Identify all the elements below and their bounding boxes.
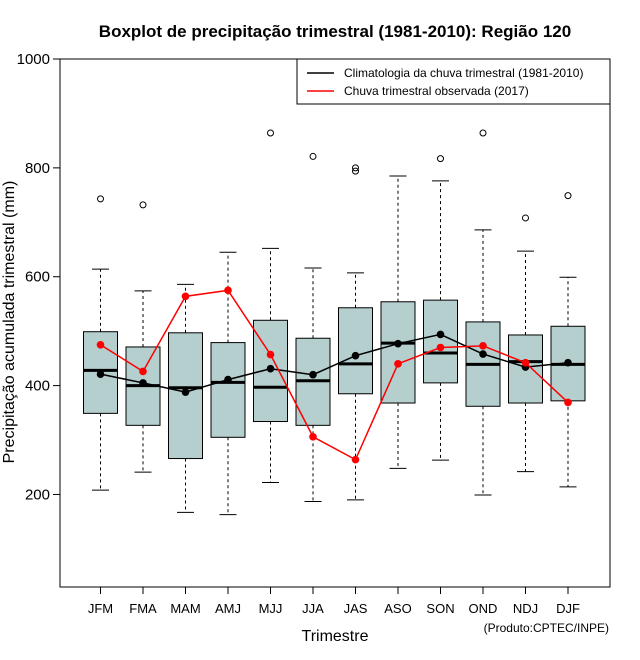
series-point bbox=[351, 351, 360, 360]
x-tick-label: JFM bbox=[88, 601, 113, 616]
y-tick-label: 800 bbox=[25, 160, 50, 177]
box-djf bbox=[550, 192, 586, 488]
box-jja bbox=[295, 152, 331, 503]
outlier-point bbox=[267, 129, 274, 137]
series-point bbox=[564, 358, 572, 367]
legend-label-climatology: Climatologia da chuva trimestral (1981-2… bbox=[344, 66, 583, 80]
chart-title: Boxplot de precipitação trimestral (1981… bbox=[99, 22, 571, 41]
box-fma bbox=[125, 201, 161, 473]
outlier-point bbox=[522, 214, 529, 222]
series-point bbox=[479, 350, 487, 358]
x-tick-label: DJF bbox=[556, 601, 580, 616]
credit-text: (Produto:CPTEC/INPE) bbox=[484, 621, 609, 635]
outlier-point bbox=[97, 195, 104, 203]
box-mam bbox=[168, 283, 203, 513]
x-tick-label: MJJ bbox=[259, 601, 283, 616]
series-line bbox=[100, 289, 569, 461]
x-tick-label: OND bbox=[469, 601, 498, 616]
x-tick-label: ASO bbox=[384, 601, 411, 616]
y-tick-label: 200 bbox=[25, 486, 50, 503]
box-ndj bbox=[508, 214, 543, 473]
y-tick-label: 400 bbox=[25, 378, 50, 395]
series-point bbox=[394, 360, 402, 368]
series-point bbox=[224, 286, 232, 295]
series-point bbox=[479, 342, 487, 350]
series-point bbox=[139, 367, 147, 376]
series-point bbox=[181, 292, 190, 301]
x-tick-label: JJA bbox=[302, 601, 324, 616]
x-tick-label: NDJ bbox=[513, 601, 538, 616]
series-observed bbox=[96, 286, 572, 464]
box-son bbox=[423, 155, 458, 461]
series-point bbox=[224, 375, 232, 384]
box-ond bbox=[465, 129, 501, 496]
outlier-point bbox=[437, 155, 444, 163]
plot-frame bbox=[59, 58, 611, 588]
y-tick-label: 600 bbox=[25, 269, 50, 286]
legend: Climatologia da chuva trimestral (1981-2… bbox=[296, 58, 611, 105]
series-point bbox=[266, 350, 275, 359]
series-climatology bbox=[96, 330, 572, 396]
box-mjj bbox=[253, 129, 288, 483]
series-point bbox=[139, 379, 147, 387]
y-axis: 200 400 600 800 1000 bbox=[17, 51, 60, 503]
series-point bbox=[181, 388, 190, 396]
y-axis-label: Precipitação acumulada trimestral (mm) bbox=[1, 181, 18, 464]
x-tick-label: FMA bbox=[129, 601, 157, 616]
series-point bbox=[521, 358, 530, 367]
series-point bbox=[436, 343, 445, 352]
x-axis: JFM FMA MAM AMJ MJJ JJA JAS ASO SON OND NDJ DJF bbox=[88, 587, 580, 616]
outlier-point bbox=[352, 167, 359, 175]
x-tick-label: SON bbox=[426, 601, 454, 616]
series-point bbox=[394, 339, 402, 348]
x-tick-label: JAS bbox=[344, 601, 368, 616]
outlier-point bbox=[564, 192, 572, 200]
outlier-point bbox=[309, 152, 317, 160]
outlier-point bbox=[479, 129, 487, 137]
box-iqr bbox=[210, 342, 246, 438]
series-point bbox=[436, 330, 445, 339]
box-aso bbox=[380, 175, 416, 469]
series-point bbox=[309, 370, 317, 379]
legend-label-observed: Chuva trimestral observada (2017) bbox=[344, 84, 529, 98]
series-lines-group bbox=[96, 286, 572, 464]
boxes-group bbox=[83, 129, 586, 516]
series-point bbox=[266, 364, 275, 373]
series-point bbox=[96, 370, 105, 378]
x-axis-label: Trimestre bbox=[302, 628, 369, 645]
outlier-point bbox=[139, 201, 147, 209]
outlier-point bbox=[352, 164, 359, 172]
y-tick-label: 1000 bbox=[17, 51, 50, 68]
box-iqr bbox=[380, 301, 416, 404]
series-point bbox=[309, 432, 317, 441]
box-iqr bbox=[338, 307, 373, 395]
box-jas bbox=[338, 164, 373, 501]
x-tick-label: AMJ bbox=[215, 601, 241, 616]
series-point bbox=[96, 340, 105, 349]
series-point bbox=[564, 398, 572, 407]
legend-box bbox=[296, 58, 611, 105]
series-line bbox=[100, 333, 569, 393]
x-tick-label: MAM bbox=[170, 601, 200, 616]
series-point bbox=[351, 455, 360, 464]
box-iqr bbox=[423, 299, 458, 384]
